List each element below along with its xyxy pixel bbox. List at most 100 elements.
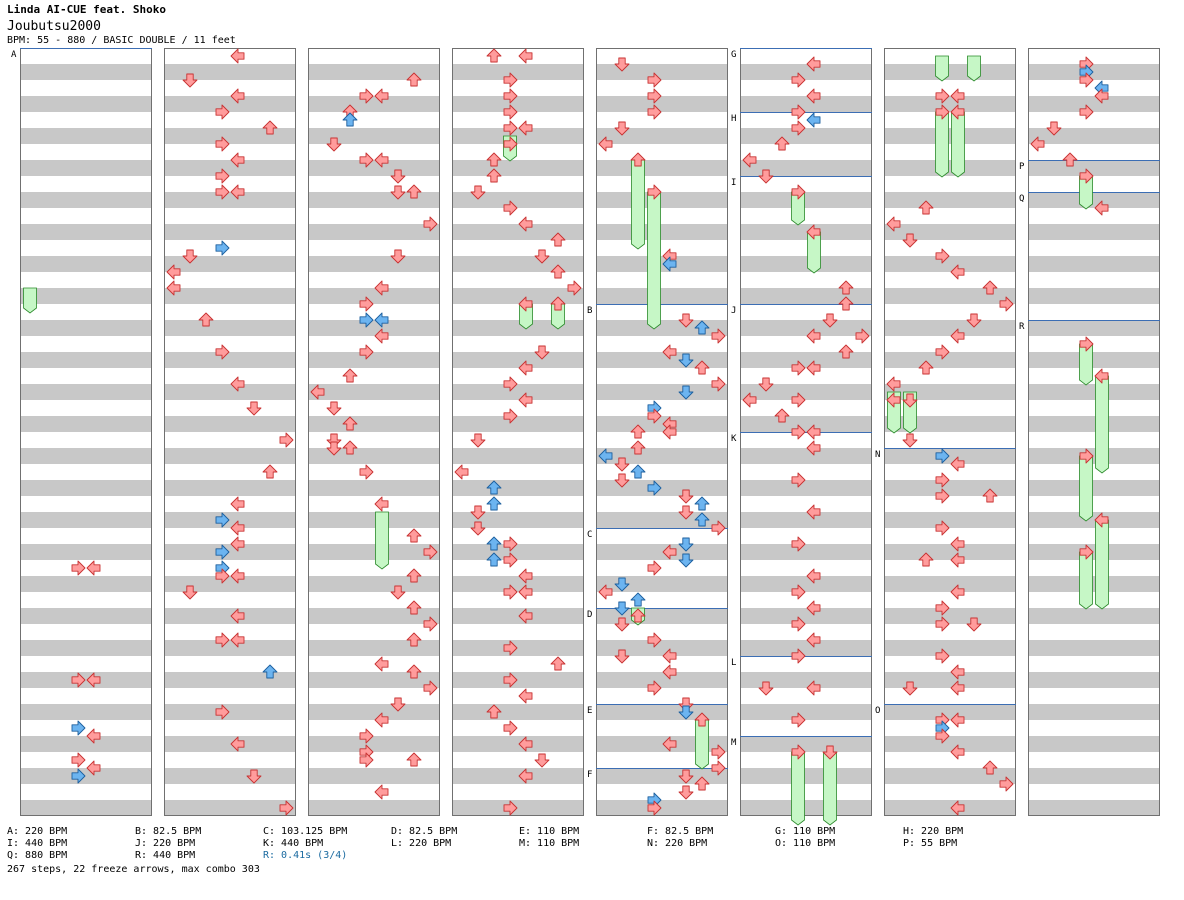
left-arrow-icon bbox=[518, 568, 533, 584]
beat-band bbox=[164, 640, 296, 656]
up-arrow-icon bbox=[406, 568, 422, 583]
right-arrow-icon bbox=[503, 720, 518, 736]
beat-band bbox=[20, 672, 152, 688]
beat-band bbox=[308, 768, 440, 784]
bpm-legend-entry: D: 82.5 BPM bbox=[391, 826, 458, 837]
right-arrow-icon bbox=[567, 280, 582, 296]
right-arrow-icon bbox=[359, 752, 374, 768]
beat-band bbox=[308, 608, 440, 624]
right-arrow-icon bbox=[215, 568, 230, 584]
left-arrow-icon bbox=[1030, 136, 1045, 152]
beat-band bbox=[1028, 384, 1160, 400]
left-arrow-icon bbox=[806, 504, 821, 520]
beat-band bbox=[308, 640, 440, 656]
right-arrow-icon bbox=[791, 648, 806, 664]
column-border bbox=[884, 48, 1016, 816]
right-arrow-icon bbox=[935, 728, 950, 744]
down-arrow-icon bbox=[678, 313, 694, 328]
freeze-arrow bbox=[951, 111, 965, 178]
freeze-arrow bbox=[631, 159, 645, 250]
beat-band bbox=[596, 224, 728, 240]
chart-column: P Q R bbox=[1019, 48, 1160, 816]
left-arrow-icon bbox=[950, 456, 965, 472]
chart-column bbox=[452, 48, 584, 816]
down-arrow-icon bbox=[822, 745, 838, 760]
beat-band bbox=[596, 640, 728, 656]
right-arrow-icon bbox=[71, 672, 86, 688]
beat-band bbox=[884, 96, 1016, 112]
down-arrow-icon bbox=[326, 433, 342, 448]
beat-band bbox=[740, 256, 872, 272]
left-arrow-icon bbox=[518, 736, 533, 752]
left-arrow-icon bbox=[454, 464, 469, 480]
beat-band bbox=[20, 416, 152, 432]
up-arrow-icon bbox=[550, 232, 566, 247]
left-arrow-icon bbox=[1094, 368, 1109, 384]
up-arrow-icon bbox=[774, 136, 790, 151]
beat-band bbox=[308, 736, 440, 752]
right-arrow-icon bbox=[935, 616, 950, 632]
right-arrow-icon bbox=[999, 296, 1014, 312]
beat-band bbox=[308, 160, 440, 176]
left-arrow-icon bbox=[518, 392, 533, 408]
right-arrow-icon bbox=[647, 88, 662, 104]
down-arrow-icon bbox=[390, 249, 406, 264]
beat-band bbox=[164, 704, 296, 720]
left-arrow-icon bbox=[374, 496, 389, 512]
beat-band bbox=[740, 704, 872, 720]
down-arrow-icon bbox=[326, 401, 342, 416]
beat-band bbox=[1028, 448, 1160, 464]
column-border bbox=[308, 48, 440, 816]
up-arrow-icon bbox=[406, 184, 422, 199]
right-arrow-icon bbox=[647, 104, 662, 120]
beat-band bbox=[20, 384, 152, 400]
right-arrow-icon bbox=[423, 680, 438, 696]
down-arrow-icon bbox=[390, 185, 406, 200]
right-arrow-icon bbox=[503, 552, 518, 568]
freeze-arrow bbox=[1095, 519, 1109, 610]
down-arrow-icon bbox=[822, 313, 838, 328]
beat-band bbox=[596, 512, 728, 528]
beat-band bbox=[164, 128, 296, 144]
beat-band bbox=[884, 512, 1016, 528]
right-arrow-icon bbox=[503, 136, 518, 152]
bpm-change-label: P bbox=[1019, 162, 1025, 172]
beat-band bbox=[884, 352, 1016, 368]
right-arrow-icon bbox=[791, 712, 806, 728]
beat-band bbox=[308, 512, 440, 528]
left-arrow-icon bbox=[598, 136, 613, 152]
freeze-arrow bbox=[1079, 455, 1093, 522]
beat-band bbox=[1028, 544, 1160, 560]
right-arrow-icon bbox=[215, 168, 230, 184]
bpm-change-label: R bbox=[1019, 322, 1025, 332]
right-arrow-icon bbox=[791, 424, 806, 440]
beat-band bbox=[596, 96, 728, 112]
beat-band bbox=[164, 416, 296, 432]
up-arrow-icon bbox=[406, 632, 422, 647]
song-title: Joubutsu2000 bbox=[7, 19, 101, 34]
beat-band bbox=[740, 384, 872, 400]
beat-band bbox=[164, 320, 296, 336]
left-arrow-icon bbox=[374, 328, 389, 344]
beat-band bbox=[20, 224, 152, 240]
right-arrow-icon bbox=[711, 744, 726, 760]
left-arrow-icon bbox=[1094, 512, 1109, 528]
down-arrow-icon bbox=[678, 769, 694, 784]
left-arrow-icon bbox=[230, 48, 245, 64]
right-arrow-icon bbox=[503, 640, 518, 656]
right-arrow-icon bbox=[791, 104, 806, 120]
beat-band bbox=[596, 576, 728, 592]
beat-band bbox=[884, 288, 1016, 304]
down-arrow-icon bbox=[614, 577, 630, 592]
bpm-change-label: I bbox=[731, 178, 736, 188]
beat-band bbox=[740, 224, 872, 240]
beat-band bbox=[20, 544, 152, 560]
freeze-arrow bbox=[647, 191, 661, 330]
up-arrow-icon bbox=[486, 496, 502, 511]
right-arrow-icon bbox=[215, 104, 230, 120]
bpm-change-label: Q bbox=[1019, 194, 1024, 204]
bpm-legend-entry: B: 82.5 BPM bbox=[135, 826, 202, 837]
left-arrow-icon bbox=[518, 768, 533, 784]
left-arrow-icon bbox=[662, 424, 677, 440]
down-arrow-icon bbox=[534, 249, 550, 264]
